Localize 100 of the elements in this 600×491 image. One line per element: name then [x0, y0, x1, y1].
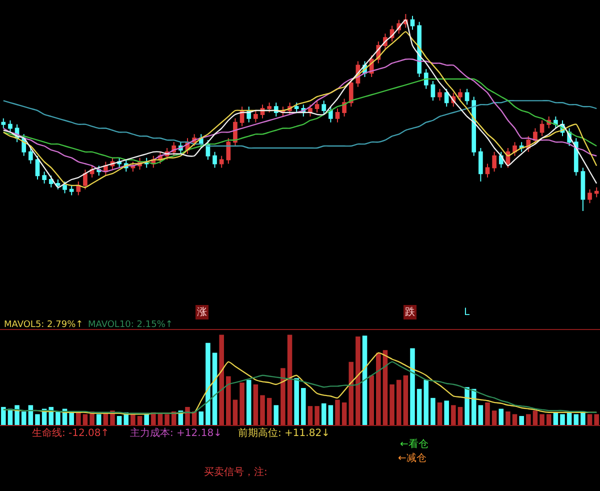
candlestick [267, 102, 272, 113]
bar [444, 400, 449, 425]
candlestick [424, 68, 428, 90]
candlestick [42, 171, 46, 184]
text: 前期高位: +11.82↓ [238, 427, 330, 439]
bar [451, 405, 456, 425]
bar [574, 414, 579, 425]
candlestick [69, 184, 74, 196]
candlestick [410, 15, 415, 30]
bar [492, 410, 497, 425]
bar [226, 376, 231, 425]
bar [206, 342, 210, 425]
bar [116, 416, 122, 425]
candlestick [212, 151, 217, 168]
bar [437, 402, 442, 425]
candlestick [219, 155, 224, 168]
bar [137, 416, 142, 425]
text: L [464, 307, 470, 318]
bar [1, 406, 6, 425]
bar [294, 378, 299, 425]
bar [464, 387, 470, 425]
candlestick [28, 147, 33, 164]
candlestick [588, 188, 592, 204]
bar [471, 388, 476, 425]
bar [314, 406, 320, 425]
bar [308, 406, 313, 425]
bar [382, 350, 388, 425]
bar [266, 398, 272, 425]
bar [14, 405, 20, 425]
bar [506, 411, 510, 425]
candlestick [1, 118, 6, 129]
bar [519, 416, 524, 425]
bar [485, 402, 490, 425]
bar [546, 414, 552, 425]
bar [28, 405, 34, 425]
bar [498, 408, 504, 425]
candlestick [430, 80, 436, 102]
candlestick [76, 180, 81, 196]
bar [335, 400, 340, 425]
candlestick [335, 108, 340, 123]
bar [96, 414, 102, 425]
text: 主力成本: +12.18↓ [130, 427, 222, 439]
bar [424, 380, 429, 425]
bar [219, 334, 224, 425]
candlestick [580, 167, 586, 212]
bar [369, 375, 374, 425]
bar [56, 411, 60, 425]
candlestick [308, 104, 312, 117]
bar [130, 414, 136, 425]
candlestick [348, 78, 354, 108]
bar [390, 384, 394, 425]
bar [376, 352, 381, 425]
candlestick [472, 96, 476, 156]
candlestick [294, 102, 299, 113]
candlestick [328, 106, 333, 123]
bar [274, 405, 279, 425]
candlestick [485, 163, 490, 178]
bar [144, 414, 149, 425]
bar [560, 414, 565, 425]
bar [416, 388, 422, 425]
bar [301, 388, 306, 425]
candlestick [83, 169, 88, 190]
candlestick [478, 147, 483, 182]
bar [430, 398, 436, 425]
bar [348, 362, 354, 425]
bar [594, 414, 599, 425]
candlestick [8, 120, 12, 133]
candlestick [512, 142, 517, 156]
bar [69, 412, 74, 425]
candlestick [322, 100, 326, 115]
candlestick [574, 138, 578, 176]
bar [321, 403, 326, 425]
bar [198, 411, 204, 425]
text: MAVOL10: 2.15%↑ [88, 320, 173, 330]
bar [512, 414, 518, 425]
candlestick [458, 88, 462, 102]
candlestick [48, 175, 54, 188]
text: ←看仓 [400, 438, 428, 450]
bar [240, 382, 244, 425]
bar [280, 368, 286, 425]
bar [82, 414, 88, 425]
bar [253, 384, 258, 425]
candlestick [62, 180, 67, 194]
bar [164, 414, 170, 425]
bar [342, 402, 347, 425]
bar [566, 412, 572, 425]
bar [328, 405, 334, 425]
candlestick [438, 88, 442, 102]
bar [532, 410, 538, 425]
bar [403, 375, 408, 425]
text: 涨 [197, 306, 207, 318]
bar [232, 400, 238, 425]
bar [21, 411, 26, 425]
bar [260, 395, 265, 425]
candlestick [464, 88, 470, 106]
candlestick [314, 100, 320, 113]
candlestick [226, 138, 231, 164]
bar [356, 336, 360, 425]
text: ←减仓 [398, 452, 426, 464]
bar [396, 380, 402, 425]
